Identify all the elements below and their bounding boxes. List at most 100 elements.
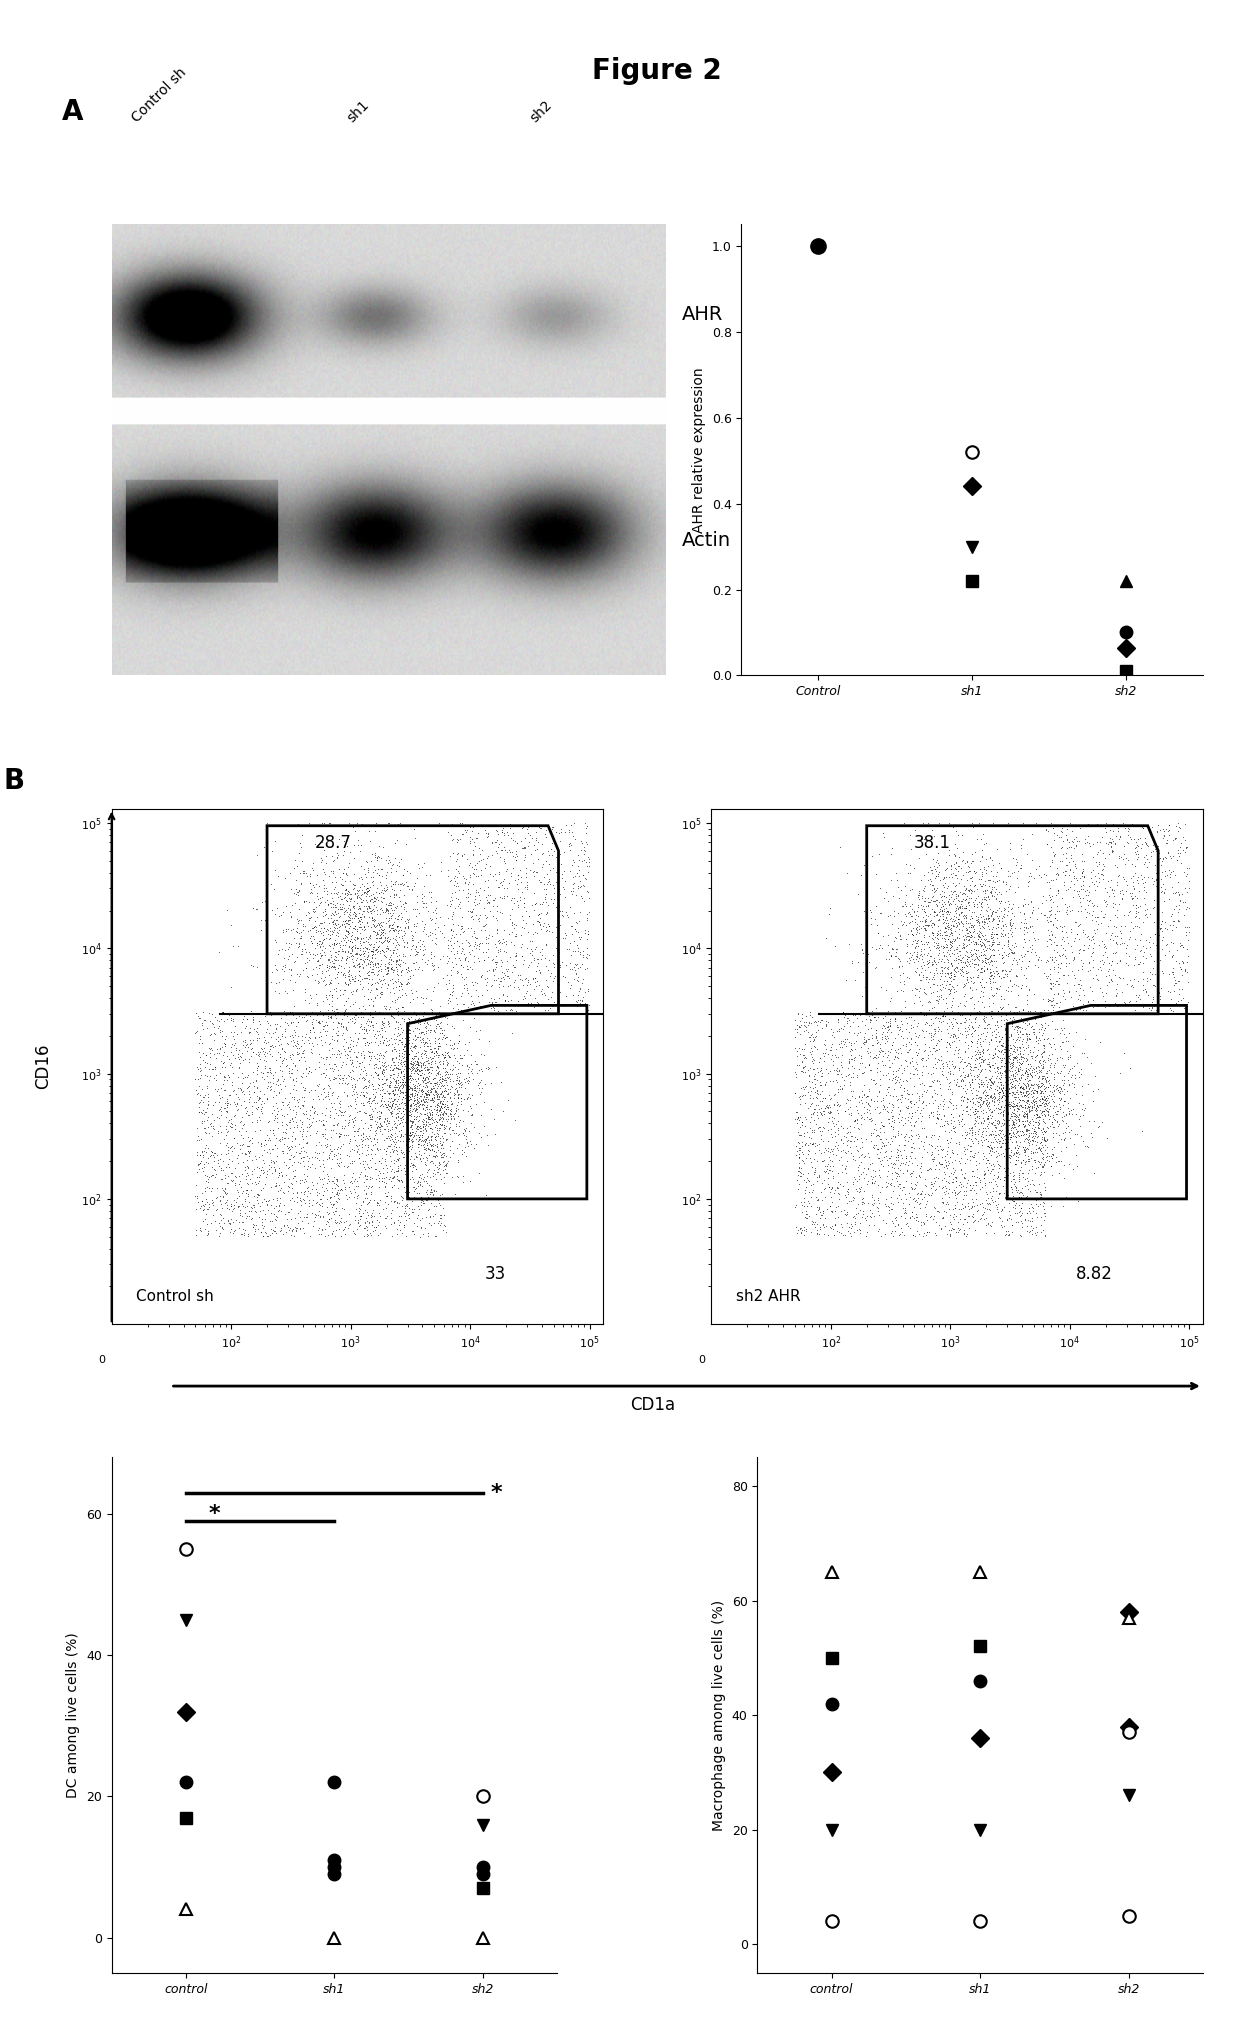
Point — [813, 1143, 833, 1176]
Point — [215, 1060, 234, 1092]
Point — [430, 1086, 450, 1119]
Point — [1006, 1088, 1025, 1121]
Point — [898, 1035, 918, 1068]
Point — [911, 1206, 931, 1239]
Point — [373, 1007, 393, 1039]
Point — [332, 869, 352, 901]
Point — [188, 1147, 208, 1180]
Point — [377, 1192, 397, 1224]
Point — [304, 895, 324, 928]
Point — [294, 1070, 314, 1102]
Point — [373, 895, 393, 928]
Point — [1029, 850, 1049, 883]
Point — [396, 940, 415, 972]
Point — [914, 921, 934, 954]
Point — [944, 960, 963, 993]
Point — [1044, 1076, 1064, 1109]
Point — [392, 1216, 412, 1249]
Point — [1019, 1204, 1039, 1237]
Point — [436, 1043, 456, 1076]
Point — [435, 1056, 455, 1088]
Point — [321, 1115, 341, 1147]
Point — [857, 1092, 877, 1125]
Point — [502, 995, 522, 1027]
Point — [352, 1137, 372, 1170]
Point — [280, 995, 300, 1027]
Point — [237, 1149, 257, 1182]
Point — [299, 1076, 319, 1109]
Point — [353, 1117, 373, 1149]
Point — [944, 1011, 963, 1043]
Point — [913, 905, 932, 938]
Point — [258, 1066, 278, 1098]
Point — [376, 921, 396, 954]
Point — [353, 1123, 373, 1155]
Point — [945, 1037, 965, 1070]
Point — [281, 1172, 301, 1204]
Point — [311, 846, 331, 879]
Point — [832, 997, 852, 1029]
Point — [531, 887, 551, 919]
Point — [379, 887, 399, 919]
Point — [316, 1015, 336, 1048]
Point — [237, 1094, 257, 1127]
Point — [564, 807, 584, 840]
Point — [422, 993, 441, 1025]
Point — [990, 1062, 1009, 1094]
Point — [453, 925, 472, 958]
Point — [909, 1033, 929, 1066]
Point — [800, 1121, 820, 1153]
Point — [343, 950, 363, 982]
Point — [919, 1031, 939, 1064]
Point — [1045, 1013, 1065, 1045]
Point — [570, 986, 590, 1019]
Point — [378, 905, 398, 938]
Point — [959, 1190, 978, 1222]
Point — [391, 1117, 410, 1149]
Point — [336, 946, 356, 978]
Point — [835, 1119, 854, 1151]
Point — [407, 938, 427, 970]
Point — [1045, 1033, 1065, 1066]
Point — [1012, 1196, 1032, 1229]
Point — [1002, 1086, 1022, 1119]
Point — [1035, 1086, 1055, 1119]
Point — [494, 1094, 513, 1127]
Point — [837, 1149, 857, 1182]
Point — [838, 1025, 858, 1058]
Point — [1012, 832, 1032, 864]
Point — [408, 1113, 428, 1145]
Point — [269, 1125, 289, 1157]
Point — [956, 911, 976, 944]
Point — [1001, 934, 1021, 966]
Point — [1172, 944, 1192, 976]
Point — [1008, 1037, 1028, 1070]
Point — [848, 1188, 868, 1220]
Point — [441, 1159, 461, 1192]
Point — [816, 1005, 836, 1037]
Point — [1034, 1001, 1054, 1033]
Point — [954, 1161, 973, 1194]
Point — [1014, 1202, 1034, 1235]
Point — [389, 1206, 409, 1239]
Point — [787, 1174, 807, 1206]
Point — [991, 962, 1011, 995]
Point — [1024, 1015, 1044, 1048]
Point — [444, 1011, 464, 1043]
Point — [1014, 1084, 1034, 1117]
Point — [878, 1170, 898, 1202]
Point — [429, 1190, 449, 1222]
Point — [839, 928, 859, 960]
Point — [994, 893, 1014, 925]
Point — [371, 1084, 391, 1117]
Point — [813, 1145, 833, 1178]
Point — [350, 932, 370, 964]
Point — [947, 946, 967, 978]
Point — [799, 1058, 818, 1090]
Point — [945, 1033, 965, 1066]
Point — [489, 925, 508, 958]
Point — [198, 1147, 218, 1180]
Point — [236, 1025, 255, 1058]
Point — [405, 938, 425, 970]
Point — [417, 1070, 436, 1102]
